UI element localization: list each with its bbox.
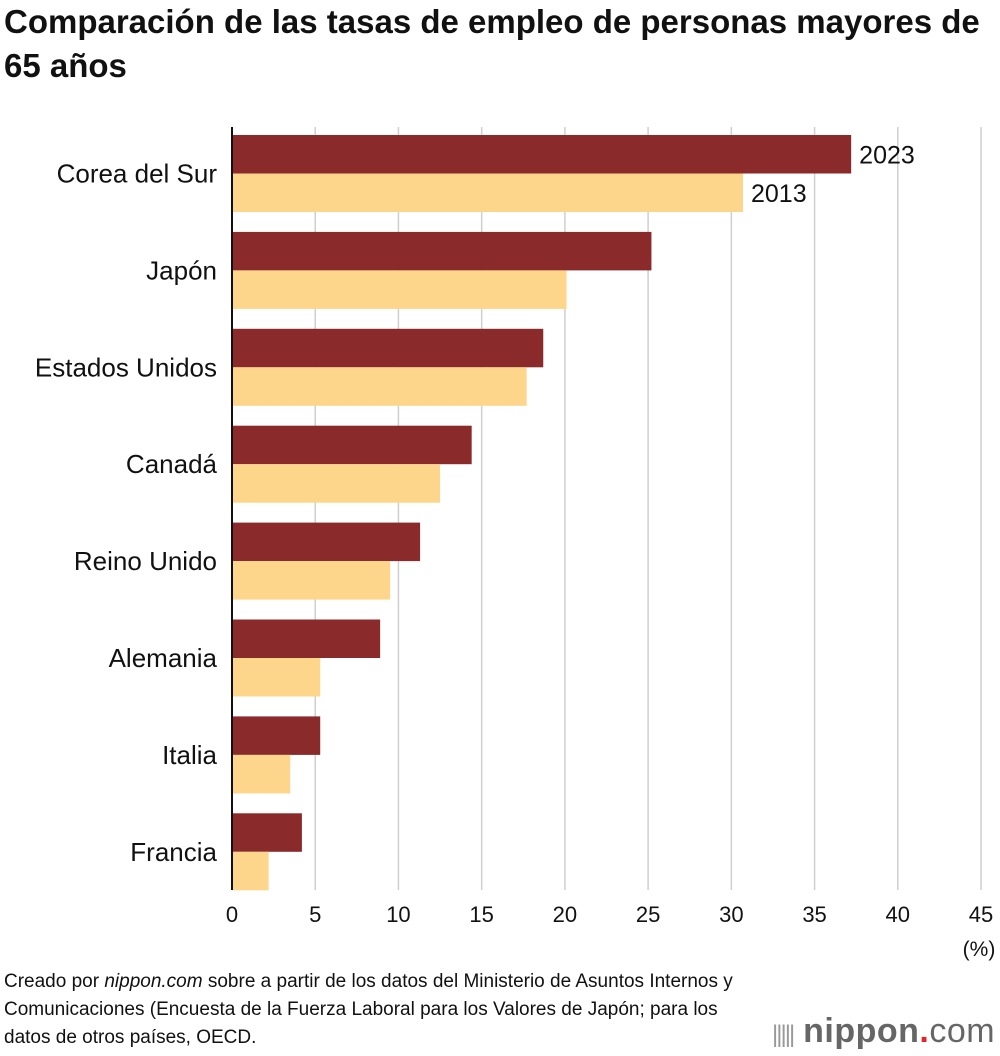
source-site: nippon.com <box>104 971 203 992</box>
series-label-2013: 2013 <box>751 180 807 208</box>
x-tick-label: 20 <box>553 902 577 927</box>
bar-2013 <box>232 367 527 406</box>
source-text: sobre a partir de los datos del Minister… <box>4 971 733 1048</box>
x-tick-label: 25 <box>636 902 660 927</box>
bar-2013 <box>232 561 391 600</box>
x-tick-label: 35 <box>802 902 826 927</box>
x-tick-label: 0 <box>226 902 238 927</box>
bar-2013 <box>232 851 269 891</box>
sound-bars-icon: ||||| <box>772 1021 795 1048</box>
x-tick-label: 10 <box>386 902 410 927</box>
bar-2013 <box>232 270 567 309</box>
source-note: Creado por nippon.com sobre a partir de … <box>4 968 764 1052</box>
bar-2013 <box>232 754 291 794</box>
x-tick-label: 5 <box>309 902 321 927</box>
bar-2013 <box>232 464 441 503</box>
category-label: Estados Unidos <box>35 352 217 382</box>
category-label: Italia <box>162 740 217 770</box>
series-label-2023: 2023 <box>859 141 915 169</box>
category-label: Reino Unido <box>74 546 217 576</box>
x-tick-label: 45 <box>969 902 993 927</box>
bar-2023 <box>232 522 421 562</box>
bar-2023 <box>232 619 381 658</box>
category-label: Alemania <box>109 643 218 673</box>
bar-2023 <box>232 716 321 755</box>
bar-2013 <box>232 658 321 697</box>
x-tick-label: 40 <box>886 902 910 927</box>
x-tick-label: 30 <box>719 902 743 927</box>
bar-2013 <box>232 173 743 212</box>
bar-2023 <box>232 328 544 368</box>
bar-2023 <box>232 425 472 465</box>
bar-2023 <box>232 135 852 174</box>
logo-name: nippon <box>803 1012 920 1050</box>
category-label: Francia <box>130 837 217 867</box>
source-prefix: Creado por <box>4 971 105 992</box>
x-axis-unit: (%) <box>963 938 996 961</box>
category-label: Japón <box>146 255 217 285</box>
bar-2023 <box>232 231 652 271</box>
bar-2023 <box>232 813 302 852</box>
logo-suffix: com <box>929 1012 996 1050</box>
x-tick-label: 15 <box>469 902 493 927</box>
logo-dot: . <box>919 1012 930 1050</box>
category-label: Canadá <box>126 449 218 479</box>
chart-title: Comparación de las tasas de empleo de pe… <box>4 3 980 84</box>
category-label: Corea del Sur <box>57 159 218 189</box>
nippon-logo: ||||| nippon.com <box>772 1012 995 1051</box>
